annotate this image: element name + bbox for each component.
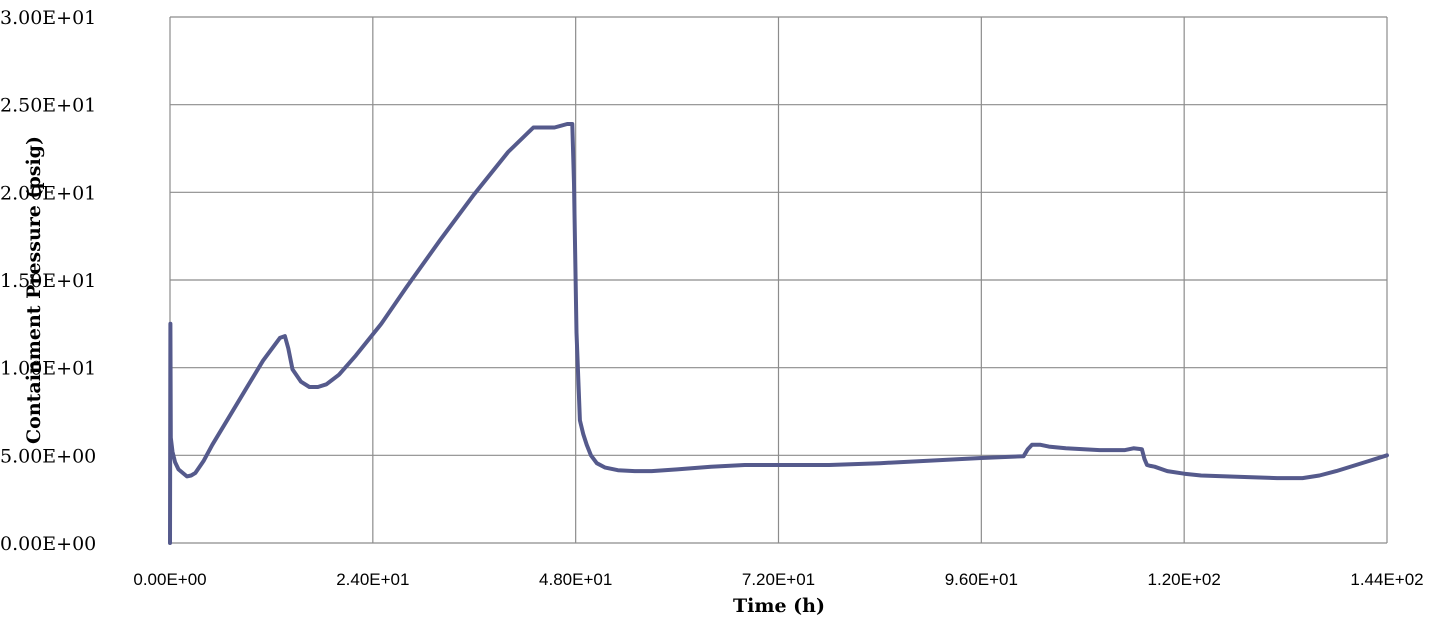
x-tick-label: 1.44E+02	[1350, 570, 1423, 589]
y-axis-tick-labels: 0.00E+00 5.00E+00 1.00E+01 1.50E+01 2.00E+01…	[0, 7, 96, 555]
x-tick-label: 2.40E+01	[336, 570, 409, 589]
x-tick-label: 0.00E+00	[133, 570, 206, 589]
x-axis-title: Time (h)	[733, 595, 825, 617]
x-tick-label: 7.20E+01	[742, 570, 815, 589]
y-tick-label: 0.00E+00	[0, 533, 96, 555]
x-tick-label: 1.20E+02	[1148, 570, 1221, 589]
x-tick-label: 4.80E+01	[539, 570, 612, 589]
y-tick-label: 3.00E+01	[0, 7, 96, 29]
y-tick-label: 1.50E+01	[0, 270, 96, 292]
y-tick-label: 2.00E+01	[0, 182, 96, 204]
x-tick-label: 9.60E+01	[945, 570, 1018, 589]
y-tick-label: 5.00E+00	[0, 445, 96, 467]
y-tick-label: 2.50E+01	[0, 95, 96, 117]
y-tick-label: 1.00E+01	[0, 358, 96, 380]
series-line	[168, 122, 1389, 545]
x-axis-tick-labels: 0.00E+00 2.40E+01 4.80E+01 7.20E+01 9.60E+01…	[133, 570, 1423, 589]
y-axis-title: Containment Pressure (psig)	[23, 136, 45, 444]
